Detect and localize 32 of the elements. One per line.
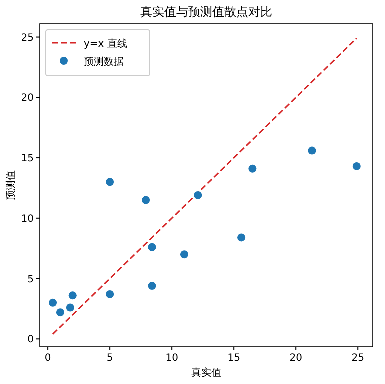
point: [66, 304, 74, 312]
point: [308, 146, 316, 155]
point: [352, 162, 361, 170]
x-axis-title: 真实值: [192, 367, 222, 379]
point: [49, 298, 58, 307]
y-tick-label: 15: [21, 154, 34, 165]
x-tick-label: 0: [44, 353, 52, 364]
y-tick-label: 0: [28, 334, 34, 346]
y-tick-label: 5: [28, 274, 34, 286]
x-tick-label: 10: [166, 353, 178, 364]
point: [106, 290, 114, 298]
chart-title: 真实值与预测值散点对比: [140, 5, 272, 19]
point: [194, 191, 202, 200]
point: [106, 178, 114, 186]
x-tick-label: 15: [228, 353, 240, 364]
legend-label: 预测数据: [84, 56, 124, 68]
point: [180, 250, 188, 259]
point: [148, 243, 156, 252]
y-tick-label: 25: [21, 32, 34, 44]
point: [148, 282, 156, 290]
point: [142, 196, 150, 204]
x-tick-label: 20: [290, 353, 302, 364]
point: [248, 164, 257, 173]
x-tick-label: 25: [352, 353, 364, 364]
x-tick-label: 5: [106, 353, 114, 364]
legend-label: y=x 直线: [84, 38, 128, 50]
point: [68, 292, 77, 300]
point: [238, 234, 246, 242]
y-tick-label: 10: [21, 214, 34, 225]
y-tick-label: 20: [21, 93, 34, 104]
point: [56, 308, 64, 317]
y-axis-title: 预测值: [5, 170, 17, 200]
